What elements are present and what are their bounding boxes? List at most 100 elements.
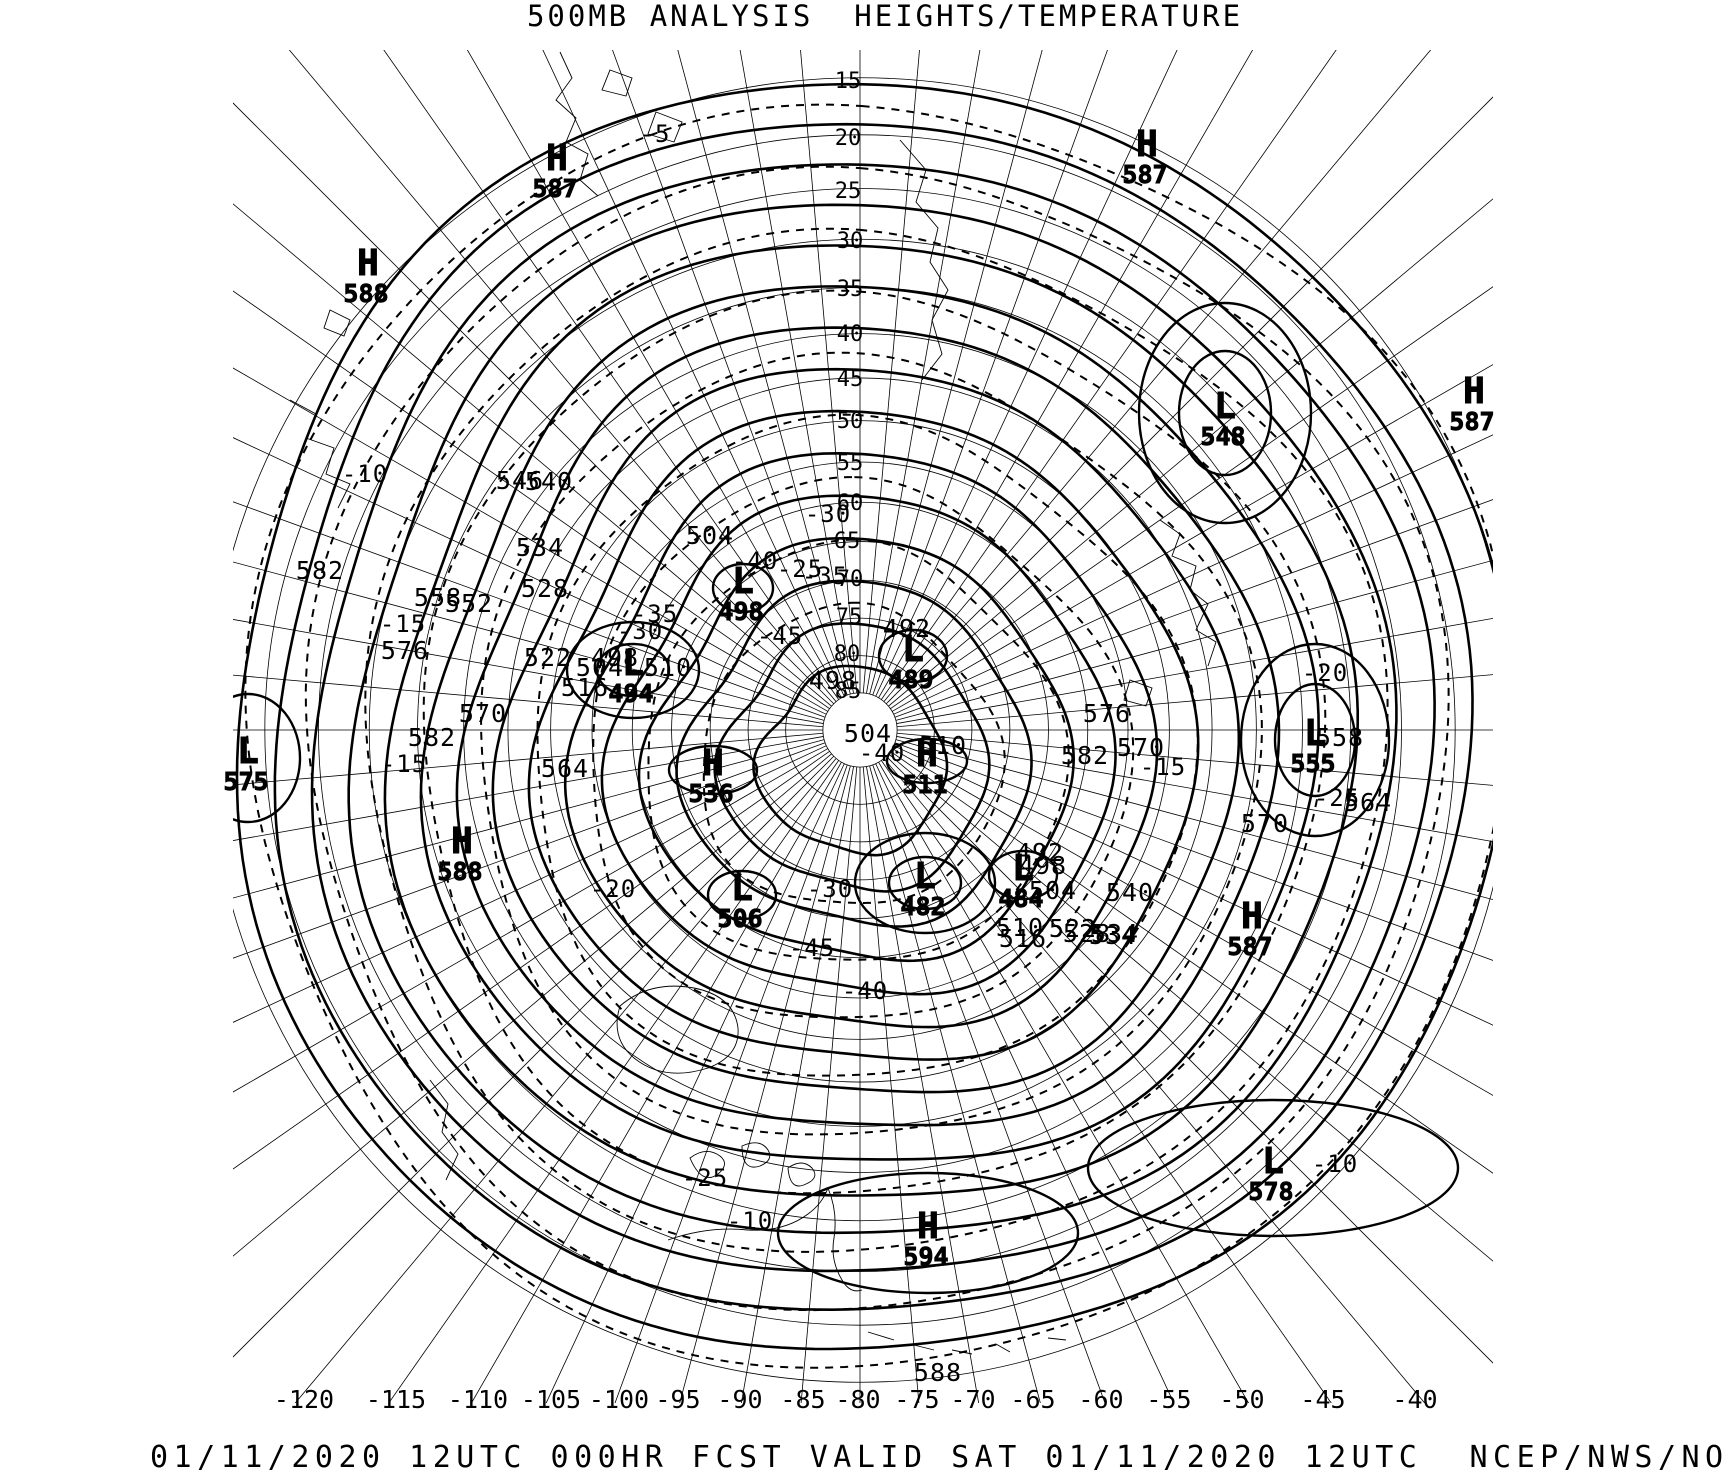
- temperature-contour-labels: -5-10-30-40-25-35-35-15 -30 -45-20-40-15 -1…: [342, 120, 1360, 1235]
- pressure-center-value: 555: [1290, 749, 1335, 778]
- meridian-line: [612, 50, 848, 696]
- meridian-line: [895, 739, 1493, 901]
- longitude-label: -40: [1392, 1385, 1437, 1414]
- temperature-contour-label: -10: [727, 1207, 773, 1235]
- coastline: [323, 309, 351, 337]
- pressure-center-letter: H: [1136, 124, 1158, 165]
- height-contour-label: 498: [809, 666, 857, 695]
- contour-cell-L578: [1086, 1098, 1460, 1238]
- temperature-contour-label: -15: [381, 750, 427, 778]
- meridian-line: [233, 750, 830, 1170]
- meridian-line: [466, 50, 842, 699]
- height-contour-label: 504: [844, 719, 892, 748]
- contour-cell-L494: [565, 620, 701, 720]
- meridian-line: [869, 765, 1041, 1403]
- temperature-contour--20: [422, 289, 1327, 1195]
- height-contour-label: 504: [686, 521, 734, 550]
- meridian-line: [890, 750, 1493, 1174]
- height-contour-label: 498: [591, 643, 639, 672]
- pressure-center-letter: H: [917, 1206, 939, 1247]
- pressure-center-value: 588: [437, 857, 482, 886]
- temperature-contour-label: -30: [617, 617, 663, 645]
- height-contour-label: 576: [1083, 699, 1131, 728]
- longitude-label: -110: [448, 1385, 508, 1414]
- height-contour-label: 516: [561, 673, 609, 702]
- height-contour-label: 558: [1316, 723, 1364, 752]
- height-contour-label: 492: [1016, 838, 1064, 867]
- pressure-center-letter: L: [1304, 713, 1326, 754]
- chart-footer: 01/11/2020 12UTC 000HR FCST VALID SAT 01…: [150, 1440, 1728, 1475]
- height-contour-label: 540: [525, 467, 573, 496]
- pressure-center-letter: L: [914, 856, 936, 897]
- latitude-labels: 15 20 25 30 35 40 45 50 55 60 65 70 75 80 85: [834, 69, 864, 704]
- contour-cell-H594: [776, 1171, 1080, 1295]
- meridian-line: [880, 760, 1332, 1403]
- temperature-contour-label: -25: [777, 555, 823, 583]
- height-contour-546: [491, 367, 1241, 1094]
- height-contour-510: [713, 622, 991, 893]
- height-contour-516: [675, 579, 1033, 928]
- temperature-contour--35: [592, 476, 1135, 1019]
- pressure-center-value: 482: [900, 892, 945, 921]
- pressure-center-value: 587: [1227, 932, 1272, 961]
- pressure-center-value: 489: [888, 665, 933, 694]
- pressure-center-value: 587: [532, 174, 577, 203]
- meridian-line: [677, 50, 851, 695]
- longitude-label: -95: [655, 1385, 700, 1414]
- height-contour-label: 522: [524, 643, 572, 672]
- contour-cell-L494: [595, 642, 671, 698]
- latitude-label: 45: [837, 367, 864, 392]
- latitude-label: 80: [834, 642, 861, 667]
- height-contour-label: 552: [445, 589, 493, 618]
- temperature-contour-label: -15: [1140, 753, 1186, 781]
- meridian-line: [233, 732, 824, 786]
- height-contours: [235, 82, 1493, 1351]
- temperature-contour-label: -5: [640, 120, 671, 148]
- temperature-contour-label: -10: [1312, 1150, 1358, 1178]
- longitude-label: -120: [274, 1385, 334, 1414]
- contour-cell-L548: [1137, 301, 1313, 525]
- meridian-line: [740, 766, 854, 1403]
- pressure-center-value: 575: [223, 767, 268, 796]
- meridian-line: [233, 619, 824, 724]
- height-contour-label: 528: [521, 574, 569, 603]
- contour-cell-L506: [706, 869, 778, 921]
- pressure-center-letter: H: [916, 734, 938, 775]
- height-contour-label: 516: [999, 924, 1047, 953]
- meridian-line: [800, 766, 858, 1403]
- longitude-label: -85: [780, 1385, 825, 1414]
- height-contour-label: 558: [414, 583, 462, 612]
- height-contour-540: [527, 409, 1200, 1061]
- contour-cell-L482: [887, 855, 963, 911]
- contour-cell-H536: [667, 744, 759, 796]
- temperature-contour-label: -40: [842, 977, 888, 1005]
- contour-cell-L555: [1273, 682, 1357, 798]
- longitude-label: -75: [894, 1385, 939, 1414]
- height-contour-label: 528: [1063, 919, 1111, 948]
- coastline: [899, 139, 949, 381]
- temperature-contour-label: -25: [1314, 784, 1360, 812]
- latitude-label: 30: [837, 229, 864, 254]
- longitude-label: -115: [366, 1385, 426, 1414]
- contour-cell-H511: [885, 737, 969, 785]
- height-contour-582: [273, 122, 1474, 1312]
- height-contour-label: 504: [1029, 876, 1077, 905]
- meridian-line: [888, 198, 1493, 707]
- meridian-line: [869, 50, 1043, 695]
- height-contour-label: 582: [408, 723, 456, 752]
- height-contour-label: 570: [459, 699, 507, 728]
- longitude-label: -100: [589, 1385, 649, 1414]
- longitude-label: -50: [1219, 1385, 1264, 1414]
- meridian-line: [233, 739, 825, 899]
- pressure-center-letter: H: [702, 743, 724, 784]
- pressure-center-value: 588: [343, 279, 388, 308]
- temperature-contour-label: -30: [807, 875, 853, 903]
